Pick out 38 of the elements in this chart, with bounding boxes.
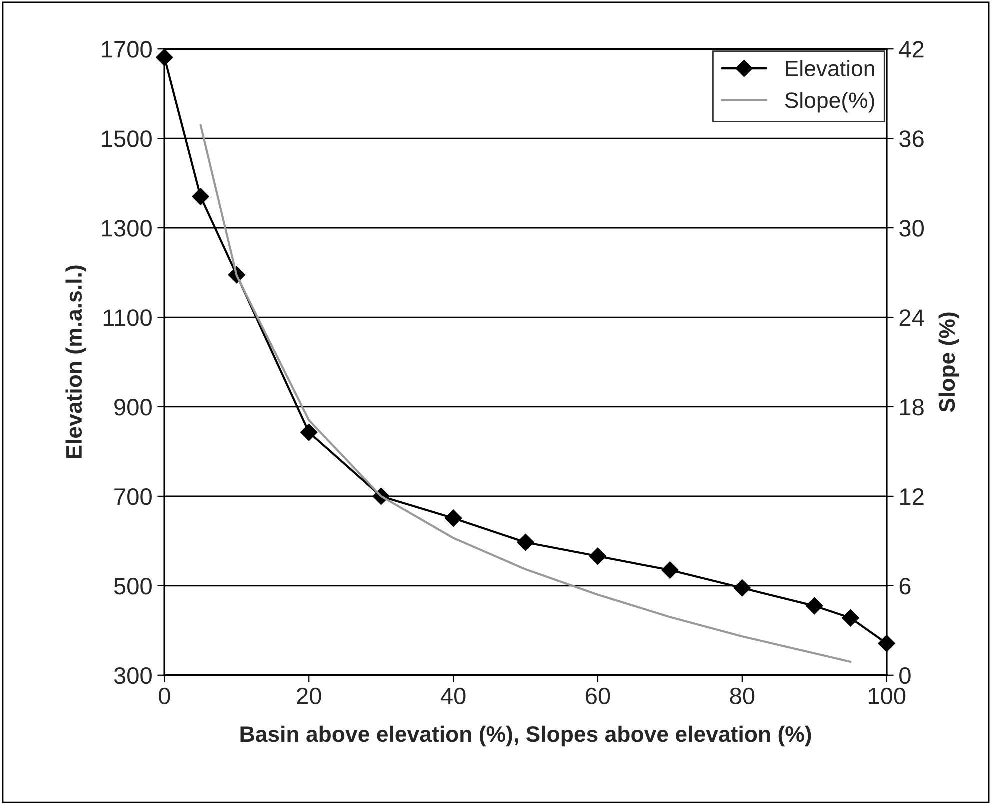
point [192, 188, 210, 206]
point [589, 548, 607, 565]
x-tick-label: 80 [730, 688, 755, 705]
y-tick-label: 1100 [104, 310, 152, 326]
y2-tick-label: 0 [900, 667, 911, 684]
x-tick-label: 60 [586, 688, 610, 705]
x-tick-label: 40 [440, 688, 466, 705]
y-tick-label: 500 [114, 578, 152, 595]
y-tick-label: 300 [114, 667, 152, 684]
line-series [200, 124, 852, 664]
y2-tick-label: 12 [900, 488, 924, 506]
point [300, 424, 318, 442]
x-axis-title: Basin above elevation (%), Slopes above elevation (%) [240, 726, 812, 747]
y2-tick-label: 24 [900, 310, 924, 326]
x-tick-label: 0 [159, 688, 170, 705]
point [517, 534, 534, 552]
y-tick-label: 1500 [102, 130, 152, 148]
point [806, 598, 824, 615]
point [842, 610, 860, 627]
y2-tick-label: 30 [900, 220, 924, 237]
y2-tick-label: 6 [900, 578, 911, 595]
point [662, 562, 679, 579]
y-tick-label: 900 [114, 399, 152, 416]
y2-tick-label: 18 [900, 399, 924, 416]
y-tick-label: 1300 [102, 220, 152, 237]
x-tick-label: 20 [297, 688, 322, 705]
y-axis-title: Elevation (m.a.s.l.) [66, 266, 86, 458]
point [156, 49, 174, 66]
legend-label: Elevation [786, 60, 874, 77]
point [444, 510, 462, 527]
legend-label: Slope(%) [785, 92, 874, 113]
y2-tick-label: 42 [899, 41, 924, 58]
point [734, 580, 751, 597]
y2-tick-label: 36 [900, 130, 924, 148]
y-tick-label: 700 [114, 488, 152, 506]
x-tick-label: 100 [868, 688, 906, 705]
y2-axis-title: Slope (%) [938, 312, 960, 412]
y-tick-label: 1700 [102, 41, 152, 58]
